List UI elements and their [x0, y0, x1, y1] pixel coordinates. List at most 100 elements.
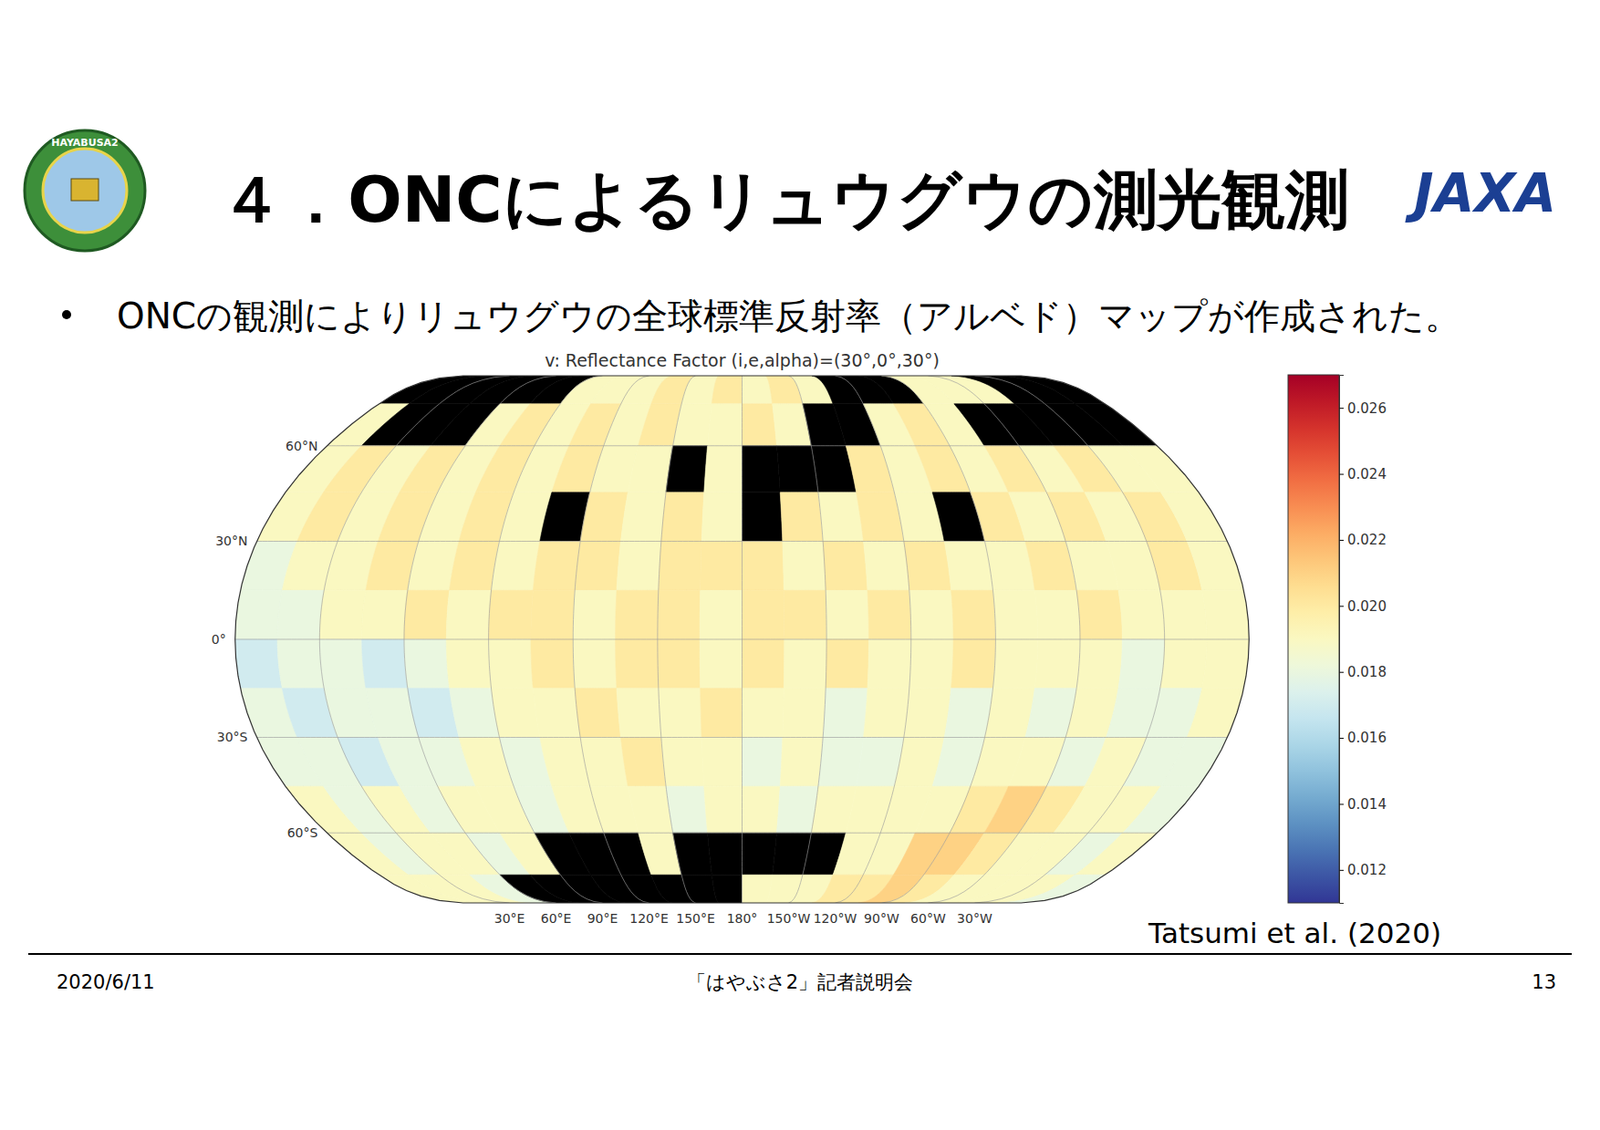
map-cell: [779, 492, 823, 542]
map-cell: [673, 832, 713, 875]
map-cell: [742, 832, 778, 875]
map-cell: [319, 639, 366, 689]
map-cell: [1186, 540, 1244, 591]
lon-label: 30°E: [494, 911, 526, 926]
map-cell: [1186, 688, 1244, 738]
map-cell: [627, 446, 673, 493]
slide-title: ４．ONCによるリュウグウの測光観測: [219, 162, 1349, 238]
map-cell: [616, 688, 662, 738]
map-cell: [615, 639, 659, 689]
lon-label: 60°E: [540, 911, 572, 926]
map-cell: [616, 540, 662, 591]
map-cell: [574, 540, 621, 591]
colorbar-tick-label: 0.014: [1347, 796, 1387, 813]
map-cell: [779, 737, 823, 788]
map-cell: [1160, 737, 1227, 788]
map-cell: [362, 590, 408, 640]
lon-label: 90°W: [863, 911, 900, 926]
bullet-text: ONCの観測によりリュウグウの全球標準反射率（アルベド）マップが作成された。: [116, 295, 1461, 337]
map-cell: [903, 540, 952, 591]
colorbar-tick-label: 0.018: [1347, 664, 1387, 681]
colorbar-tick: 0.026: [1339, 399, 1387, 416]
grid-parallel: [326, 445, 1157, 447]
colorbar-tick: 0.016: [1339, 729, 1387, 747]
map-cell: [818, 492, 864, 542]
map-cell: [742, 404, 778, 447]
map-cell: [673, 404, 713, 447]
map-cell: [711, 375, 742, 405]
map-cell: [700, 688, 743, 738]
graticule: [235, 375, 1250, 904]
colorbar-tick-mark: [1339, 803, 1344, 805]
map-cell: [488, 590, 534, 640]
map-cell: [700, 540, 743, 591]
colorbar-tick: 0.018: [1339, 664, 1387, 681]
map-cell: [1076, 590, 1123, 640]
map-cell: [704, 446, 743, 493]
map-cell: [1034, 590, 1081, 640]
map-cell: [665, 446, 708, 493]
map-cell: [783, 639, 827, 689]
map-cell: [699, 639, 742, 689]
colorbar-tick-mark: [1339, 474, 1344, 476]
map-cell: [235, 590, 283, 640]
grid-parallel: [256, 737, 1227, 738]
map-cell: [491, 540, 541, 591]
map-cell: [657, 590, 701, 640]
lat-label: 60°S: [287, 825, 319, 841]
map-cell: [742, 446, 781, 493]
map-cell: [574, 688, 621, 738]
map-cell: [867, 639, 912, 689]
map-cell: [782, 688, 826, 738]
footer-page: 13: [1531, 971, 1557, 994]
map-cell: [783, 590, 827, 640]
map-cell: [627, 786, 673, 833]
map-cell: [661, 492, 705, 542]
logo-jaxa: JAXA: [1404, 162, 1557, 225]
map-cell: [446, 590, 491, 640]
lon-label: 120°W: [813, 911, 858, 926]
colorbar-tick-label: 0.012: [1347, 862, 1387, 879]
map-cell: [1160, 492, 1227, 542]
colorbar-tick-label: 0.016: [1347, 729, 1387, 747]
map-cell: [532, 688, 581, 738]
lon-label: 120°E: [629, 911, 669, 926]
map-cell: [951, 639, 997, 689]
map-cell: [782, 540, 826, 591]
map-cell: [404, 590, 450, 640]
map-cell: [992, 590, 1038, 640]
colorbar-tick-label: 0.022: [1347, 531, 1387, 549]
map-cell: [530, 590, 575, 640]
lon-label: 60°W: [910, 911, 946, 926]
map-cell: [707, 404, 743, 447]
map-cell: [944, 688, 993, 738]
map-cell: [319, 590, 366, 640]
map-cell: [657, 639, 701, 689]
map-cell: [532, 540, 581, 591]
map-cell: [742, 492, 783, 542]
map-cell: [530, 639, 575, 689]
colorbar-tick-label: 0.026: [1347, 399, 1387, 416]
badge-craft: [71, 178, 99, 201]
map-cell: [1075, 832, 1158, 875]
colorbar-tick-mark: [1339, 605, 1344, 607]
map-cell: [776, 446, 819, 493]
map-cell: [951, 590, 997, 640]
map-cell: [277, 590, 324, 640]
colorbar-tick: 0.022: [1339, 531, 1387, 549]
map-cell: [707, 832, 743, 875]
slide: HAYABUSA2JAXA４．ONCによるリュウグウの測光観測ONCの観測により…: [0, 0, 1600, 1130]
map-cell: [818, 737, 864, 788]
colorbar-axis: 0.012 0.014 0.016 0.018 0.020 0.022 0.024 0.026: [1339, 375, 1387, 904]
colorbar-tick: 0.014: [1339, 796, 1387, 813]
colorbar-tick-mark: [1339, 737, 1344, 739]
map-cell: [867, 590, 912, 640]
map-title: v: Reflectance Factor (i,e,alpha)=(30°,0…: [544, 350, 940, 371]
lat-label: 30°N: [215, 533, 248, 549]
colorbar-tick-label: 0.020: [1347, 598, 1387, 615]
lon-label: 90°E: [587, 911, 619, 926]
lat-label: 0°: [211, 632, 227, 647]
colorbar-tick: 0.024: [1339, 466, 1387, 483]
map-cell: [822, 688, 868, 738]
map-cell: [580, 492, 628, 542]
